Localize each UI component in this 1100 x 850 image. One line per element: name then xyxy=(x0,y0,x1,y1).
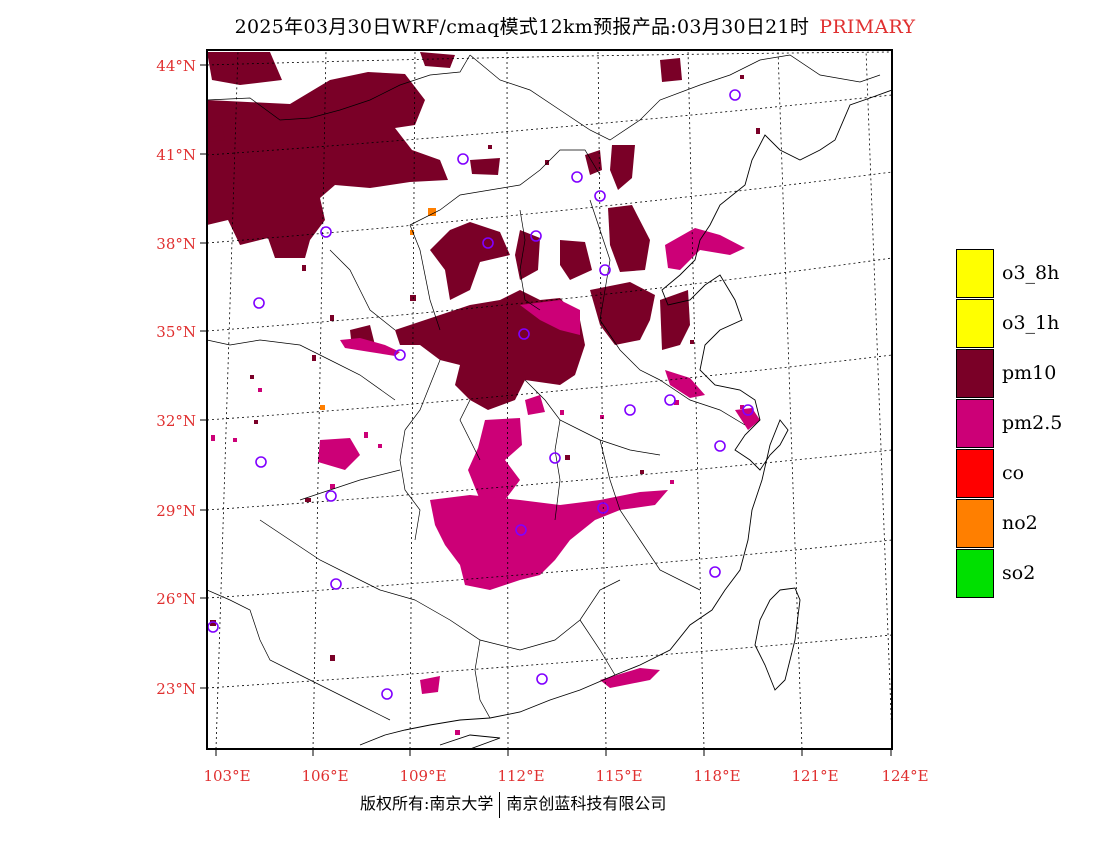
coastline xyxy=(359,89,892,749)
lat-label: 38°N xyxy=(156,235,196,253)
copyright-left: 版权所有:南京大学 xyxy=(360,794,494,813)
lat-label: 26°N xyxy=(156,590,196,608)
station-markers xyxy=(207,89,754,700)
legend-label: co xyxy=(1002,462,1025,484)
legend-item: co xyxy=(956,449,1100,499)
title-primary-tag: PRIMARY xyxy=(819,16,916,38)
pm10-field xyxy=(207,52,690,410)
copyright-right: 南京创蓝科技有限公司 xyxy=(506,794,667,813)
legend-item: o3_1h xyxy=(956,299,1100,349)
footer-separator xyxy=(499,791,501,818)
pm25-specks xyxy=(211,388,744,735)
legend-swatch xyxy=(956,399,994,448)
lat-label: 35°N xyxy=(156,323,196,341)
legend-label: pm2.5 xyxy=(1002,412,1063,434)
graticule xyxy=(207,50,892,749)
lat-label: 41°N xyxy=(156,146,196,164)
legend-swatch xyxy=(956,449,994,498)
admin-borders xyxy=(207,54,881,721)
legend-label: pm10 xyxy=(1002,362,1057,384)
map-title: 2025年03月30日WRF/cmaq模式12km预报产品:03月30日21时 P… xyxy=(0,12,1100,39)
legend-swatch xyxy=(956,299,994,348)
lat-label: 23°N xyxy=(156,680,196,698)
map-frame xyxy=(206,49,893,750)
latitude-labels: 44°N 41°N 38°N 35°N 32°N 29°N 26°N 23°N xyxy=(156,57,196,698)
pm25-field xyxy=(318,228,760,694)
legend-swatch xyxy=(956,249,994,298)
legend-swatch xyxy=(956,349,994,398)
lat-label: 44°N xyxy=(156,57,196,75)
legend: o3_8h o3_1h pm10 pm2.5 co no2 so2 xyxy=(956,249,1100,599)
title-text: 2025年03月30日WRF/cmaq模式12km预报产品:03月30日21时 xyxy=(234,16,810,38)
axis-ticks xyxy=(200,64,892,756)
lat-label: 29°N xyxy=(156,502,196,520)
lon-label: 115°E xyxy=(595,767,642,785)
no2-field xyxy=(320,208,436,410)
lon-label: 109°E xyxy=(399,767,446,785)
legend-label: no2 xyxy=(1002,512,1038,534)
lon-label: 112°E xyxy=(497,767,544,785)
legend-item: pm2.5 xyxy=(956,399,1100,449)
copyright-footer: 版权所有:南京大学 南京创蓝科技有限公司 xyxy=(360,790,666,818)
legend-item: no2 xyxy=(956,499,1100,549)
lon-label: 103°E xyxy=(203,767,250,785)
legend-item: o3_8h xyxy=(956,249,1100,299)
legend-swatch xyxy=(956,499,994,548)
legend-swatch xyxy=(956,549,994,598)
legend-label: o3_1h xyxy=(1002,312,1060,334)
longitude-labels: 103°E 106°E 109°E 112°E 115°E 118°E 121°… xyxy=(203,767,928,785)
lon-label: 121°E xyxy=(791,767,838,785)
legend-label: o3_8h xyxy=(1002,262,1060,284)
legend-item: pm10 xyxy=(956,349,1100,399)
lon-label: 118°E xyxy=(693,767,740,785)
legend-label: so2 xyxy=(1002,562,1036,584)
legend-item: so2 xyxy=(956,549,1100,599)
lon-label: 124°E xyxy=(881,767,928,785)
lon-label: 106°E xyxy=(301,767,348,785)
lat-label: 32°N xyxy=(156,412,196,430)
